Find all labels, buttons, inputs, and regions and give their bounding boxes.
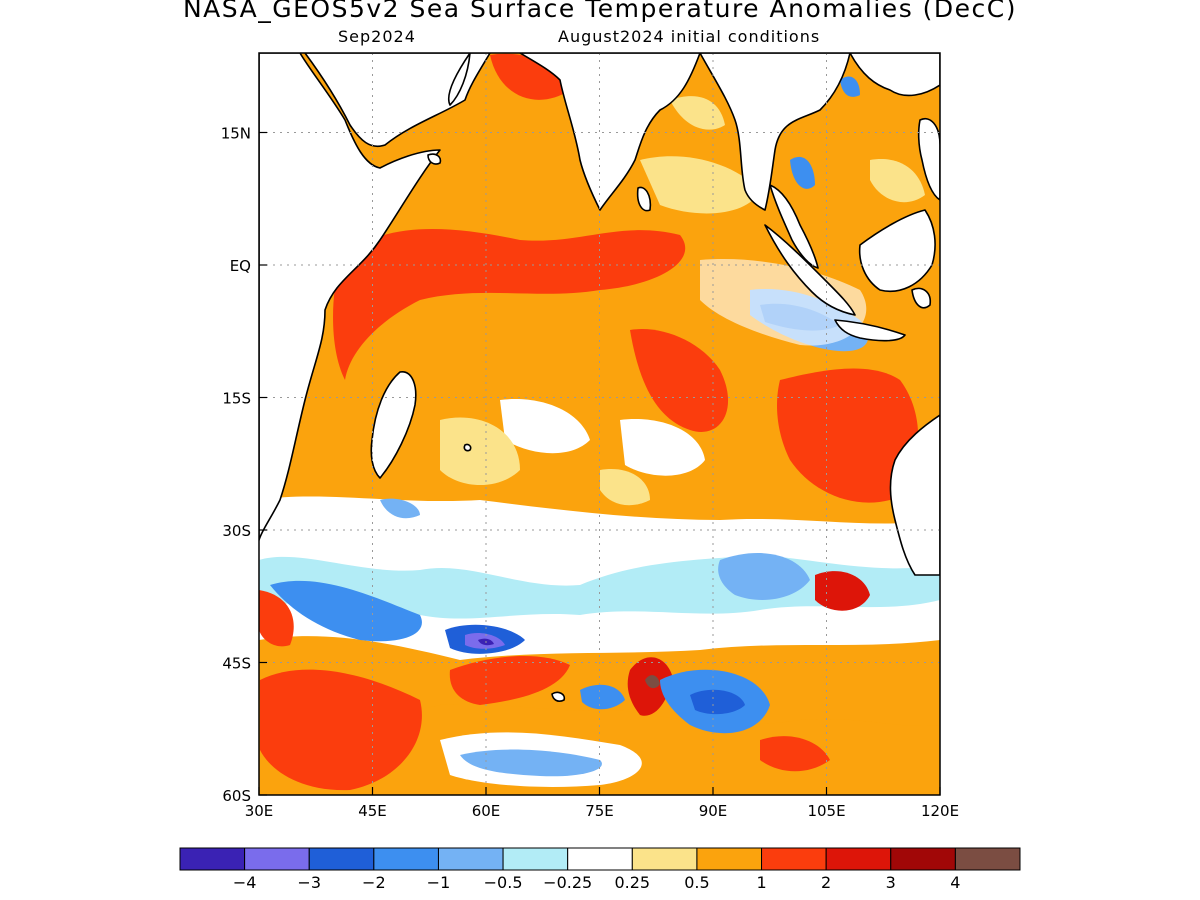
far-south-warm-patch (260, 669, 422, 791)
lat-tick-label: EQ (230, 257, 251, 275)
central-neutral (500, 399, 590, 454)
philippines (917, 118, 940, 201)
southeast-china (849, 53, 940, 97)
map-title: NASA_GEOS5v2 Sea Surface Temperature Ano… (182, 0, 1018, 23)
central-neutral-2 (620, 419, 705, 476)
kerguelen (551, 691, 566, 702)
arabian-coast-inner (448, 53, 471, 106)
malay-peninsula (769, 184, 819, 269)
colorbar-swatch (890, 847, 956, 871)
far-south-east-warm (760, 736, 830, 772)
madagascar (370, 371, 417, 479)
colorbar-label: 0.25 (614, 873, 650, 892)
weak-warm-patch (440, 417, 520, 485)
mauritius (463, 443, 472, 452)
colorbar-swatch (954, 847, 1021, 871)
colorbar-label: −4 (233, 873, 257, 892)
colorbar-swatch (825, 847, 892, 871)
graticule (259, 53, 940, 795)
sri-lanka (636, 186, 652, 212)
south-cold-patch (580, 684, 625, 710)
lat-tick-label: 45S (222, 655, 251, 673)
lon-tick-label: 90E (699, 802, 728, 820)
lat-tick-label: 30S (222, 522, 251, 540)
colorbar-swatch (373, 847, 439, 871)
colorbar-label: −1 (427, 873, 451, 892)
southeast-warm-patch (815, 571, 870, 611)
australia (889, 414, 940, 576)
lon-tick-label: 75E (585, 802, 614, 820)
south-china-sea-cold (840, 76, 860, 97)
south-cool-patch (460, 749, 602, 777)
colorbar-label: −3 (297, 873, 321, 892)
central-warm-patch (630, 329, 729, 432)
sulawesi (911, 287, 932, 309)
land (259, 53, 940, 702)
southwest-cold-patch (270, 580, 422, 642)
arabia (304, 53, 491, 147)
scs-weak-warm (870, 159, 925, 203)
lon-tick-label: 60E (472, 802, 501, 820)
colorbar: −4 −3 −2 −1 −0.5 −0.25 0.25 0.5 1 2 3 4 (179, 847, 1021, 892)
south-central-coldest (690, 689, 745, 715)
india (519, 53, 701, 211)
colorbar-label: 1 (756, 873, 766, 892)
arabian-sea-warm (490, 53, 570, 100)
lon-tick-label: 45E (358, 802, 387, 820)
colorbar-swatch (308, 847, 375, 871)
colorbar-label: −0.5 (484, 873, 523, 892)
colorbar-label: −2 (362, 873, 386, 892)
colorbar-swatch (761, 847, 827, 871)
lon-tick-label: 120E (921, 802, 959, 820)
equatorial-warm-core (333, 228, 686, 380)
colorbar-swatch (567, 847, 633, 871)
small-cool-patch (380, 498, 420, 519)
colorbar-swatch (696, 847, 763, 871)
colorbar-label: 4 (950, 873, 960, 892)
south-central-warm (449, 655, 570, 705)
colorbar-swatch (179, 847, 246, 871)
colorbar-swatch (631, 847, 698, 871)
lat-tick-label: 60S (222, 787, 251, 805)
hot-spot-core (645, 675, 660, 689)
axis-ticks: 30E 45E 60E 75E 90E 105E 120E 15N EQ 15S 30S 45S 60S (221, 125, 959, 821)
southwest-warm-patch (259, 590, 294, 647)
initial-conditions-label: August2024 initial conditions (558, 27, 821, 46)
forecast-month: Sep2024 (338, 27, 416, 46)
colorbar-swatch (502, 847, 569, 871)
colorbar-label: 3 (886, 873, 896, 892)
bay-of-bengal-weak-warm (640, 156, 760, 214)
lon-tick-label: 105E (807, 802, 845, 820)
colorbar-swatch (437, 847, 504, 871)
socotra (427, 153, 442, 165)
colorbar-label: −0.25 (543, 873, 592, 892)
bay-weak-warm-2 (670, 96, 725, 130)
colorbar-swatch (244, 847, 310, 871)
gulf-of-thailand-cold (790, 156, 815, 189)
lat-tick-label: 15N (221, 125, 251, 143)
lat-tick-label: 15S (222, 390, 251, 408)
java (834, 319, 906, 342)
southeast-cool-patch (718, 552, 810, 600)
eastern-warm-patch (777, 368, 919, 503)
lon-tick-label: 30E (245, 802, 274, 820)
sumatra (764, 224, 856, 316)
indochina (699, 53, 851, 211)
colorbar-label: 2 (821, 873, 831, 892)
weak-warm-patch-2 (600, 469, 650, 506)
africa (259, 53, 441, 541)
colorbar-label: 0.5 (684, 873, 709, 892)
